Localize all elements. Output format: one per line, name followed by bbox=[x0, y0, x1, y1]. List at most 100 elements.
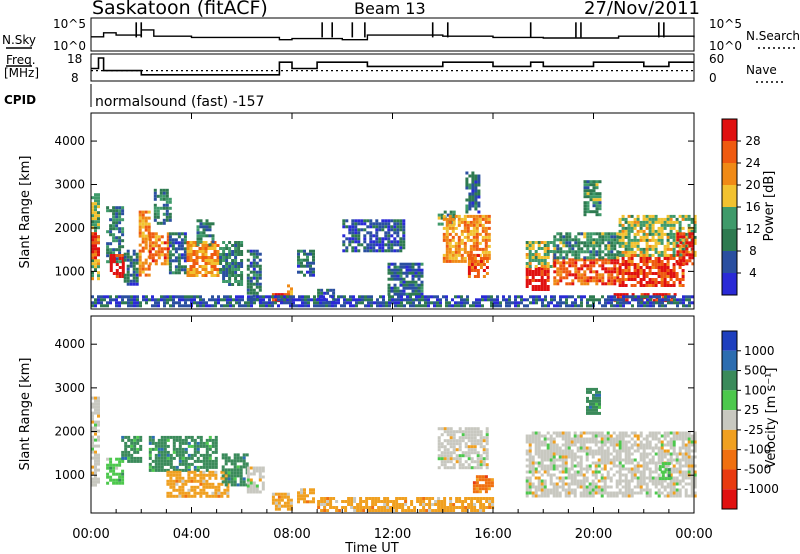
power-cell bbox=[317, 288, 321, 292]
vel-cell bbox=[609, 434, 613, 438]
power-cell bbox=[476, 275, 480, 278]
power-cell bbox=[154, 241, 158, 245]
power-cell bbox=[366, 243, 370, 247]
vel-cell bbox=[537, 485, 541, 489]
vel-cell bbox=[669, 446, 673, 450]
power-cell bbox=[663, 244, 667, 248]
vel-cell bbox=[639, 443, 643, 447]
power-cell bbox=[693, 220, 697, 224]
vel-cell bbox=[472, 487, 476, 491]
power-cell bbox=[393, 289, 397, 293]
vel-cell bbox=[242, 465, 246, 469]
power-cell bbox=[372, 249, 376, 253]
power-cell bbox=[460, 232, 464, 236]
power-cell bbox=[258, 258, 262, 262]
vel-cell bbox=[470, 433, 474, 437]
power-cell bbox=[639, 250, 643, 254]
power-cell bbox=[157, 250, 161, 254]
power-cell bbox=[366, 225, 370, 229]
vel-cell bbox=[211, 494, 215, 498]
power-cell bbox=[148, 238, 152, 242]
power-cell bbox=[214, 304, 217, 308]
power-cell bbox=[562, 241, 566, 245]
power-cell bbox=[559, 250, 563, 254]
power-cell bbox=[574, 261, 578, 265]
vel-cell bbox=[455, 430, 459, 434]
power-cell bbox=[562, 235, 566, 239]
vel-cell bbox=[94, 468, 97, 472]
vel-cell bbox=[139, 456, 143, 460]
power-cell bbox=[97, 259, 100, 263]
power-cell bbox=[354, 249, 358, 253]
vel-cell bbox=[139, 438, 143, 442]
vel-cell bbox=[546, 470, 550, 474]
vel-cell bbox=[317, 506, 321, 509]
vel-cell bbox=[193, 494, 197, 498]
power-cell bbox=[565, 282, 569, 286]
power-cell bbox=[298, 304, 301, 308]
vel-cell bbox=[169, 473, 173, 477]
power-cell bbox=[271, 301, 274, 305]
power-cell bbox=[672, 223, 676, 227]
power-cell bbox=[672, 232, 676, 236]
power-cell bbox=[379, 301, 382, 305]
vel-cell bbox=[151, 468, 155, 472]
vel-cell bbox=[624, 440, 628, 444]
power-cell bbox=[472, 217, 476, 221]
power-cell bbox=[373, 301, 376, 305]
vel-cell bbox=[582, 479, 586, 483]
power-cell bbox=[94, 256, 97, 260]
vel-cell bbox=[487, 481, 491, 485]
power-cell bbox=[466, 226, 470, 230]
power-cell bbox=[531, 256, 535, 259]
power-cell bbox=[657, 217, 661, 221]
power-cell bbox=[688, 253, 692, 257]
vel-cell bbox=[205, 447, 209, 451]
vel-cell bbox=[449, 430, 453, 434]
power-cell bbox=[414, 271, 418, 275]
power-cell bbox=[322, 304, 325, 308]
vel-cell bbox=[476, 463, 480, 467]
cpid-label: CPID bbox=[4, 93, 36, 107]
power-cell bbox=[610, 295, 613, 299]
vel-cell bbox=[386, 503, 390, 506]
power-cell bbox=[118, 248, 122, 252]
power-cell bbox=[345, 225, 349, 229]
power-cell bbox=[402, 292, 406, 296]
power-cell bbox=[222, 274, 226, 277]
vel-cell bbox=[618, 461, 622, 465]
power-cell bbox=[583, 192, 587, 196]
vel-cell bbox=[329, 506, 333, 509]
power-cell bbox=[681, 284, 685, 287]
power-cell bbox=[246, 285, 250, 289]
power-cell bbox=[156, 221, 160, 225]
vel-cell bbox=[621, 467, 625, 471]
power-cell bbox=[663, 272, 667, 275]
nave-tick-top: 60 bbox=[709, 52, 724, 66]
power-cell bbox=[228, 241, 232, 244]
power-cell bbox=[592, 295, 595, 299]
vel-cell bbox=[482, 463, 486, 467]
vel-cell bbox=[615, 458, 619, 462]
power-cell bbox=[304, 295, 307, 299]
vel-cell bbox=[555, 464, 559, 468]
vel-cell bbox=[612, 437, 616, 441]
power-cell bbox=[466, 250, 470, 254]
power-cell bbox=[577, 244, 581, 248]
vel-cell bbox=[356, 503, 360, 506]
power-cell bbox=[621, 260, 625, 263]
power-cell bbox=[349, 301, 352, 305]
power-cell bbox=[538, 295, 541, 299]
power-cell bbox=[207, 262, 211, 265]
vel-cell bbox=[534, 494, 538, 498]
power-cell bbox=[366, 219, 370, 223]
power-cell bbox=[91, 202, 94, 206]
power-cell bbox=[151, 295, 154, 299]
vel-cell bbox=[261, 469, 265, 473]
vel-cell bbox=[582, 467, 586, 471]
power-cell bbox=[642, 232, 646, 236]
power-cell bbox=[651, 272, 655, 275]
power-cell bbox=[417, 265, 421, 269]
power-cell bbox=[655, 293, 659, 297]
power-cell bbox=[408, 283, 412, 287]
